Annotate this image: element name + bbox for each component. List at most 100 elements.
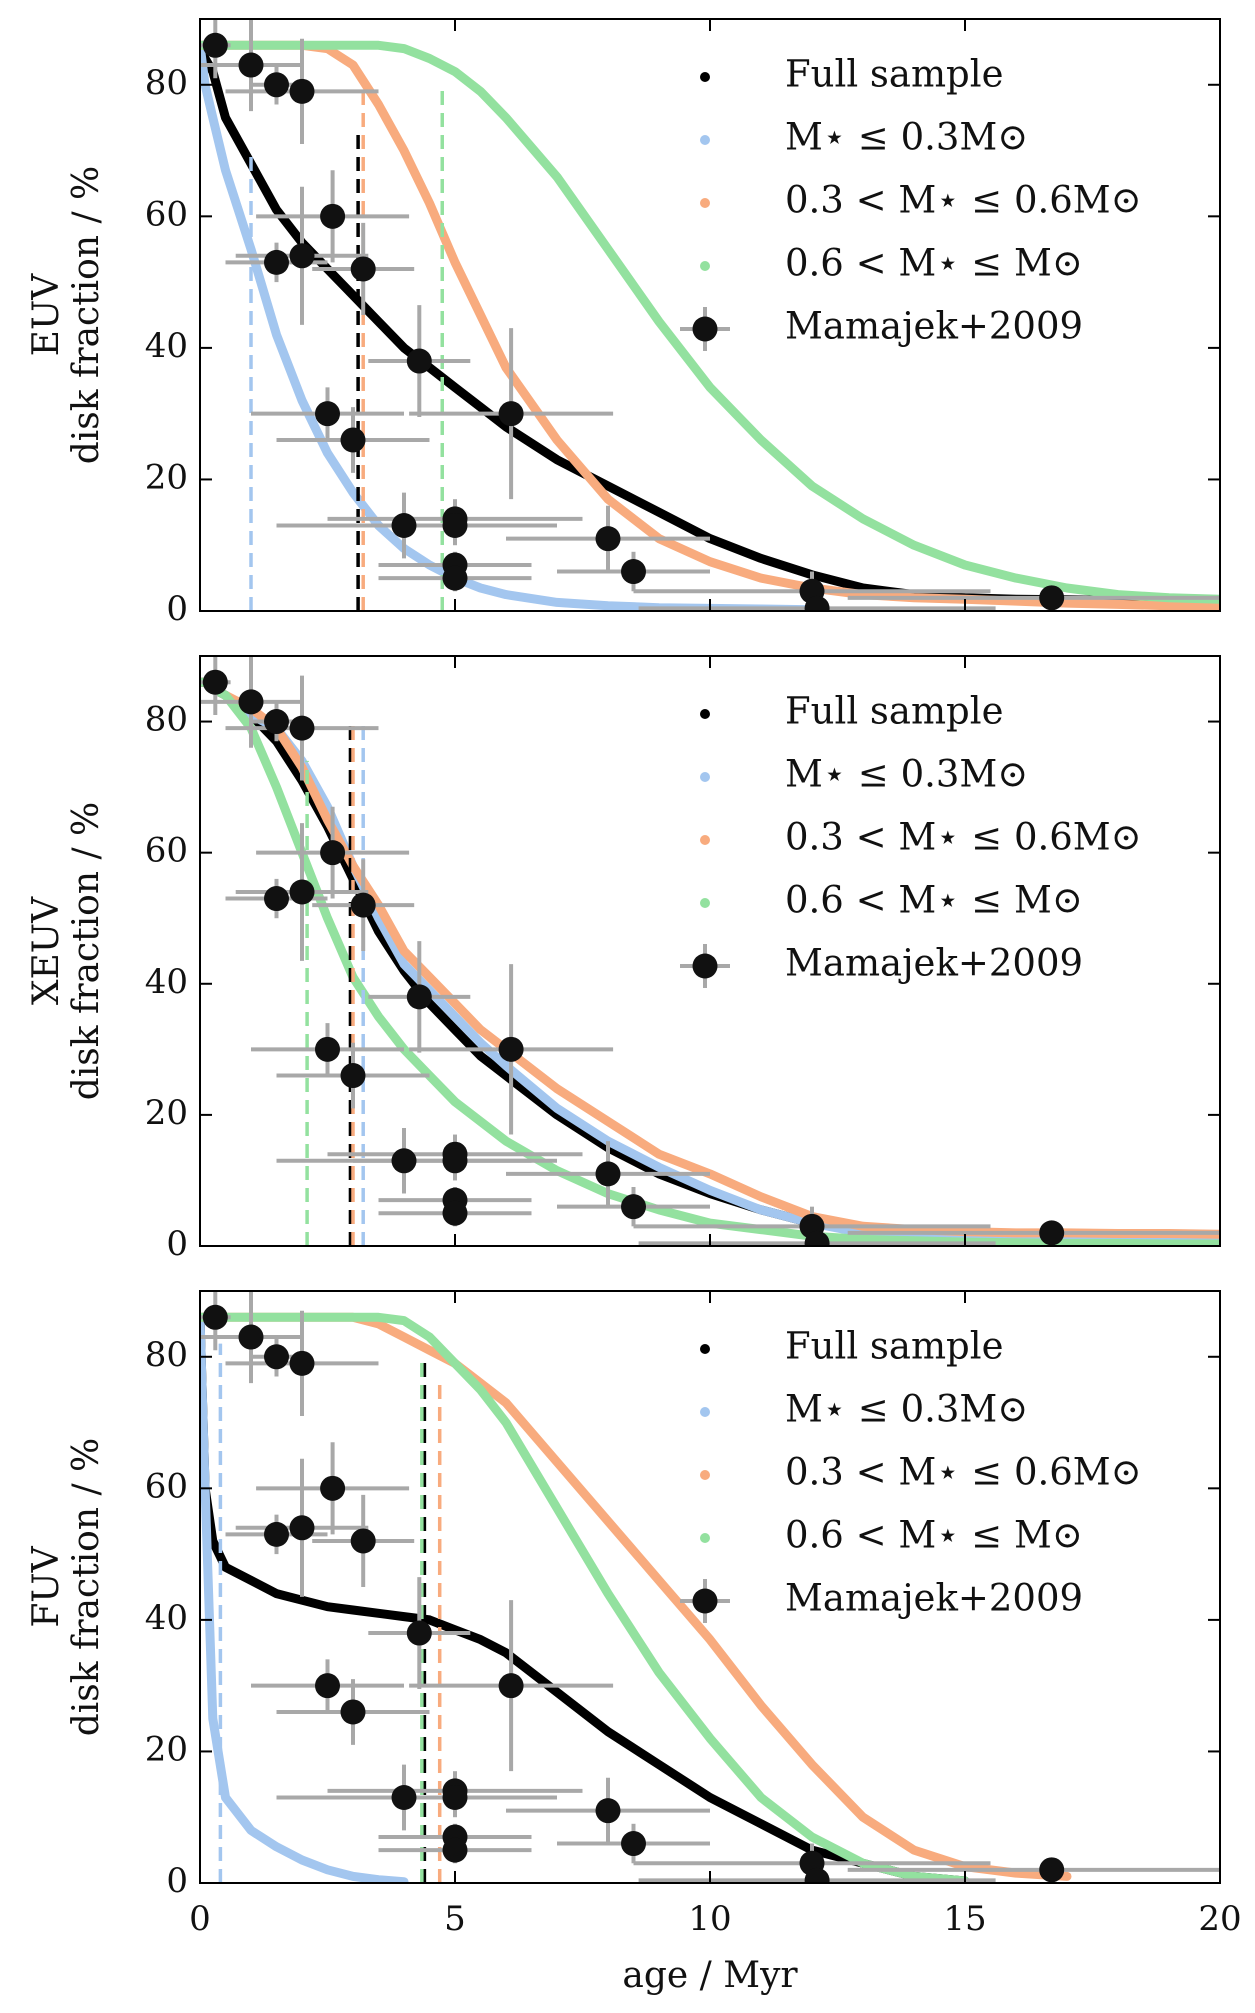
- data-point: [264, 249, 289, 275]
- model-curve: [200, 1312, 970, 1883]
- y-tick-label: 80: [145, 63, 188, 103]
- data-point: [289, 879, 315, 905]
- y-axis-label: XEUV: [26, 896, 67, 1005]
- legend-label: 0.6 < M⋆ ≤ M⊙: [785, 879, 1083, 922]
- data-point: [315, 401, 340, 427]
- legend-label: Full sample: [785, 1325, 1003, 1368]
- legend-marker: [700, 835, 710, 845]
- legend-label: 0.6 < M⋆ ≤ M⊙: [785, 1514, 1083, 1557]
- legend: Full sample M⋆ ≤ 0.3M⊙ 0.3 < M⋆ ≤ 0.6M⊙ 0.6…: [680, 1325, 1142, 1623]
- data-point: [391, 1148, 417, 1174]
- legend-label: Full sample: [785, 53, 1003, 96]
- y-tick-label: 0: [166, 589, 188, 629]
- data-point: [442, 1837, 468, 1863]
- data-point: [315, 1036, 340, 1062]
- data-point: [320, 203, 346, 229]
- y-tick-label: 20: [145, 1729, 188, 1769]
- data-point: [238, 52, 264, 78]
- data-point: [1039, 1857, 1065, 1883]
- data-point: [264, 886, 289, 912]
- legend-label: Mamajek+2009: [785, 1577, 1083, 1620]
- plot-area: [200, 656, 1220, 1246]
- data-point: [340, 1063, 366, 1089]
- data-point: [621, 1194, 646, 1220]
- data-point: [238, 1324, 264, 1350]
- data-point: [202, 669, 228, 695]
- legend-marker: [692, 316, 718, 342]
- data-point: [315, 1673, 340, 1699]
- data-point: [498, 1673, 524, 1699]
- legend-marker: [700, 261, 710, 271]
- y-tick-label: 0: [166, 1861, 188, 1901]
- data-point: [595, 1161, 621, 1187]
- data-point: [406, 348, 432, 374]
- data-point: [804, 1867, 830, 1883]
- legend-marker: [700, 72, 710, 82]
- data-point: [340, 1699, 366, 1725]
- y-tick-label: 60: [145, 194, 188, 234]
- x-tick-label: 10: [688, 1899, 731, 1939]
- y-tick-label: 40: [145, 1598, 188, 1638]
- data-point: [391, 512, 417, 538]
- data-point: [595, 526, 621, 552]
- legend-label: 0.3 < M⋆ ≤ 0.6M⊙: [785, 816, 1142, 859]
- legend-label: Mamajek+2009: [785, 942, 1083, 985]
- y-tick-label: 20: [145, 457, 188, 497]
- data-point: [202, 32, 228, 58]
- legend-marker: [700, 898, 710, 908]
- data-point: [289, 1350, 315, 1376]
- data-point: [320, 1475, 346, 1501]
- legend-marker: [700, 1470, 710, 1480]
- y-axis-label: disk fraction / %: [66, 166, 107, 465]
- y-tick-label: 60: [145, 1466, 188, 1506]
- y-tick-label: 60: [145, 831, 188, 871]
- x-tick-label: 20: [1198, 1899, 1241, 1939]
- model-curve: [200, 1312, 409, 1883]
- data-point: [1039, 585, 1065, 611]
- plot-area: [200, 1291, 1220, 1883]
- data-point: [202, 1304, 228, 1330]
- legend-marker: [692, 1588, 718, 1614]
- legend-label: Full sample: [785, 690, 1003, 733]
- data-point: [264, 72, 289, 98]
- x-tick-label: 0: [189, 1899, 211, 1939]
- y-tick-label: 0: [166, 1224, 188, 1264]
- y-tick-label: 80: [145, 1335, 188, 1375]
- y-axis-label: disk fraction / %: [66, 1438, 107, 1737]
- model-curve: [200, 1312, 970, 1883]
- y-tick-label: 20: [145, 1093, 188, 1133]
- x-tick-label: 15: [943, 1899, 986, 1939]
- data-point: [442, 1148, 468, 1174]
- legend-marker: [700, 1344, 710, 1354]
- panel: 0 20 40 60 80 EUV disk fraction / % Full sample…: [26, 18, 1221, 629]
- x-axis-label: age / Myr: [622, 1955, 798, 1996]
- legend-label: M⋆ ≤ 0.3M⊙: [785, 1388, 1028, 1431]
- data-point: [498, 1036, 524, 1062]
- data-point: [804, 595, 830, 611]
- y-axis-label: disk fraction / %: [66, 802, 107, 1101]
- y-tick-label: 40: [145, 326, 188, 366]
- legend-marker: [700, 709, 710, 719]
- legend-marker: [700, 135, 710, 145]
- data-point: [340, 427, 366, 453]
- data-point: [264, 709, 289, 735]
- data-point: [289, 1515, 315, 1541]
- legend: Full sample M⋆ ≤ 0.3M⊙ 0.3 < M⋆ ≤ 0.6M⊙ 0.6…: [680, 53, 1142, 351]
- y-tick-label: 80: [145, 700, 188, 740]
- legend-label: M⋆ ≤ 0.3M⊙: [785, 116, 1028, 159]
- legend: Full sample M⋆ ≤ 0.3M⊙ 0.3 < M⋆ ≤ 0.6M⊙ 0.6…: [680, 690, 1142, 988]
- data-point: [320, 840, 346, 866]
- data-point: [442, 1784, 468, 1810]
- legend-marker: [700, 1407, 710, 1417]
- data-point: [264, 1344, 289, 1370]
- plot-area: [200, 19, 1220, 611]
- legend-marker: [700, 772, 710, 782]
- data-point: [621, 1831, 646, 1857]
- legend-marker: [700, 198, 710, 208]
- model-curve: [200, 40, 1220, 604]
- data-point: [350, 892, 376, 918]
- data-point: [442, 565, 468, 591]
- legend-label: 0.3 < M⋆ ≤ 0.6M⊙: [785, 179, 1142, 222]
- data-point: [391, 1784, 417, 1810]
